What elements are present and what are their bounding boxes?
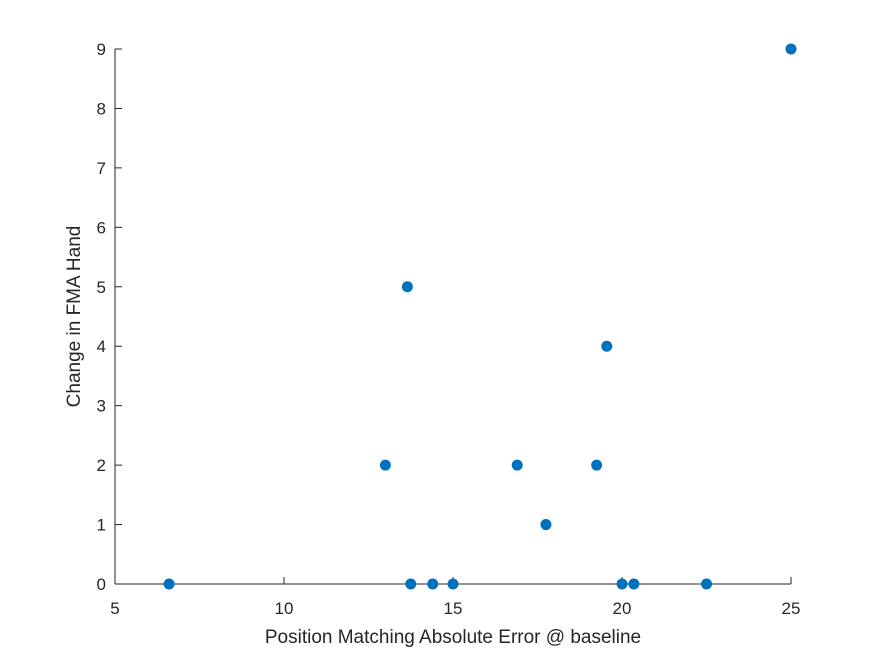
data-point bbox=[701, 578, 712, 590]
y-tick-label: 5 bbox=[97, 278, 106, 297]
axes bbox=[114, 49, 791, 585]
y-tick-label: 4 bbox=[97, 337, 106, 356]
data-point bbox=[591, 459, 603, 471]
data-point bbox=[163, 578, 175, 590]
x-axis-label: Position Matching Absolute Error @ basel… bbox=[265, 627, 641, 648]
y-tick-label: 6 bbox=[97, 218, 106, 237]
data-point bbox=[401, 281, 413, 293]
data-point bbox=[511, 459, 523, 471]
data-point bbox=[540, 519, 552, 531]
x-tick-label: 25 bbox=[782, 599, 801, 618]
data-point bbox=[427, 578, 439, 590]
data-point bbox=[379, 459, 391, 471]
data-points bbox=[163, 43, 797, 590]
y-axis-label: Change in FMA Hand bbox=[64, 226, 85, 408]
data-point bbox=[601, 340, 613, 352]
y-tick-label: 8 bbox=[97, 99, 106, 118]
x-tick-label: 20 bbox=[613, 599, 632, 618]
x-tick-label: 10 bbox=[275, 599, 294, 618]
data-point bbox=[405, 578, 417, 590]
y-tick-label: 3 bbox=[97, 397, 106, 416]
y-tick-label: 2 bbox=[97, 456, 106, 475]
data-point bbox=[447, 578, 459, 590]
y-tick-label: 0 bbox=[97, 575, 106, 594]
y-tick-label: 1 bbox=[97, 516, 106, 535]
x-tick-label: 5 bbox=[110, 599, 119, 618]
y-tick-label: 9 bbox=[97, 40, 106, 59]
data-point bbox=[785, 43, 797, 55]
x-tick-label: 15 bbox=[444, 599, 463, 618]
y-tick-label: 7 bbox=[97, 159, 106, 178]
data-point bbox=[628, 578, 640, 590]
data-point bbox=[616, 578, 628, 590]
ticks: 5 10 15 20 25 0 1 2 3 4 5 6 7 8 9 bbox=[97, 40, 801, 618]
